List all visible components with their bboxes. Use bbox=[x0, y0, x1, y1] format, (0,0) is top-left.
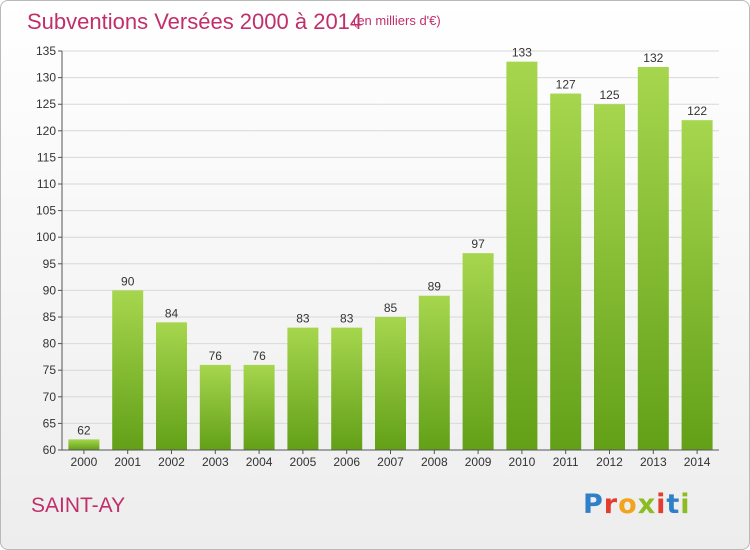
bar bbox=[594, 104, 625, 450]
x-tick-label: 2004 bbox=[246, 455, 273, 469]
y-tick-label: 125 bbox=[36, 97, 56, 111]
data-label: 133 bbox=[512, 46, 532, 60]
y-tick-label: 85 bbox=[43, 310, 57, 324]
y-tick-label: 80 bbox=[43, 337, 57, 351]
bar bbox=[68, 439, 100, 450]
x-tick-label: 2009 bbox=[465, 455, 492, 469]
y-tick-label: 135 bbox=[36, 44, 56, 58]
place-name: SAINT-AY bbox=[31, 494, 126, 517]
axes bbox=[58, 50, 719, 454]
x-tick-label: 2002 bbox=[158, 455, 185, 469]
data-label: 89 bbox=[428, 280, 442, 294]
chart-title: Subventions Versées 2000 à 2014 bbox=[27, 9, 363, 34]
logo-letter: r bbox=[603, 489, 619, 520]
bar bbox=[199, 364, 231, 450]
data-label: 83 bbox=[296, 312, 310, 326]
logo-letter: t bbox=[666, 489, 681, 520]
y-tick-label: 115 bbox=[37, 150, 56, 164]
chart-subtitle: (en milliers d'€) bbox=[353, 13, 441, 28]
bar bbox=[375, 317, 406, 450]
y-tick-label: 100 bbox=[36, 230, 56, 244]
x-tick-label: 2006 bbox=[333, 455, 360, 469]
x-tick-label: 2013 bbox=[640, 455, 667, 469]
y-tick-label: 95 bbox=[43, 257, 57, 271]
bar bbox=[506, 61, 538, 450]
y-tick-label: 105 bbox=[36, 204, 56, 218]
x-tick-label: 2007 bbox=[377, 455, 404, 469]
y-tick-label: 90 bbox=[43, 283, 57, 297]
data-label: 83 bbox=[340, 312, 354, 326]
bar bbox=[331, 327, 363, 450]
bar bbox=[156, 322, 187, 450]
bar bbox=[243, 364, 275, 450]
data-label: 76 bbox=[252, 349, 266, 363]
x-tick-label: 2000 bbox=[71, 455, 98, 469]
x-tick-label: 2001 bbox=[114, 455, 141, 469]
bar bbox=[681, 120, 713, 450]
x-tick-label: 2010 bbox=[509, 455, 536, 469]
bar bbox=[287, 327, 319, 450]
y-tick-label: 110 bbox=[37, 177, 56, 191]
data-label: 127 bbox=[556, 78, 576, 92]
proxiti-logo: Proxiti bbox=[583, 489, 691, 520]
data-label: 132 bbox=[643, 51, 663, 65]
data-label: 122 bbox=[687, 104, 707, 118]
bar bbox=[462, 253, 494, 450]
logo-letter: i bbox=[680, 489, 691, 520]
bar bbox=[550, 93, 582, 450]
bars bbox=[68, 61, 713, 451]
data-label: 62 bbox=[77, 423, 91, 437]
x-tick-label: 2008 bbox=[421, 455, 448, 469]
data-label: 76 bbox=[209, 349, 223, 363]
y-tick-label: 70 bbox=[43, 390, 57, 404]
y-tick-label: 120 bbox=[36, 124, 56, 138]
y-tick-label: 130 bbox=[36, 71, 56, 85]
y-tick-label: 60 bbox=[43, 443, 57, 457]
data-label: 85 bbox=[384, 301, 398, 315]
x-tick-label: 2014 bbox=[684, 455, 711, 469]
bar bbox=[418, 295, 450, 450]
bar bbox=[637, 66, 669, 451]
labels: 60 65 70 75 80 85 90 95 100 105 110 115 120 125 130 135… bbox=[36, 44, 711, 469]
logo-letter: i bbox=[656, 489, 667, 520]
x-tick-label: 2012 bbox=[596, 455, 623, 469]
bar bbox=[112, 290, 144, 450]
logo-letter: x bbox=[637, 489, 657, 520]
x-tick-label: 2005 bbox=[290, 455, 317, 469]
data-label: 90 bbox=[121, 274, 135, 288]
data-label: 125 bbox=[599, 88, 619, 102]
x-tick-label: 2011 bbox=[553, 455, 579, 469]
data-label: 97 bbox=[471, 237, 485, 251]
x-tick-label: 2003 bbox=[202, 455, 229, 469]
logo-letter: o bbox=[618, 489, 638, 520]
y-tick-label: 75 bbox=[43, 363, 57, 377]
y-tick-label: 65 bbox=[43, 416, 57, 430]
logo-letter: P bbox=[583, 489, 604, 520]
data-label: 84 bbox=[165, 306, 179, 320]
